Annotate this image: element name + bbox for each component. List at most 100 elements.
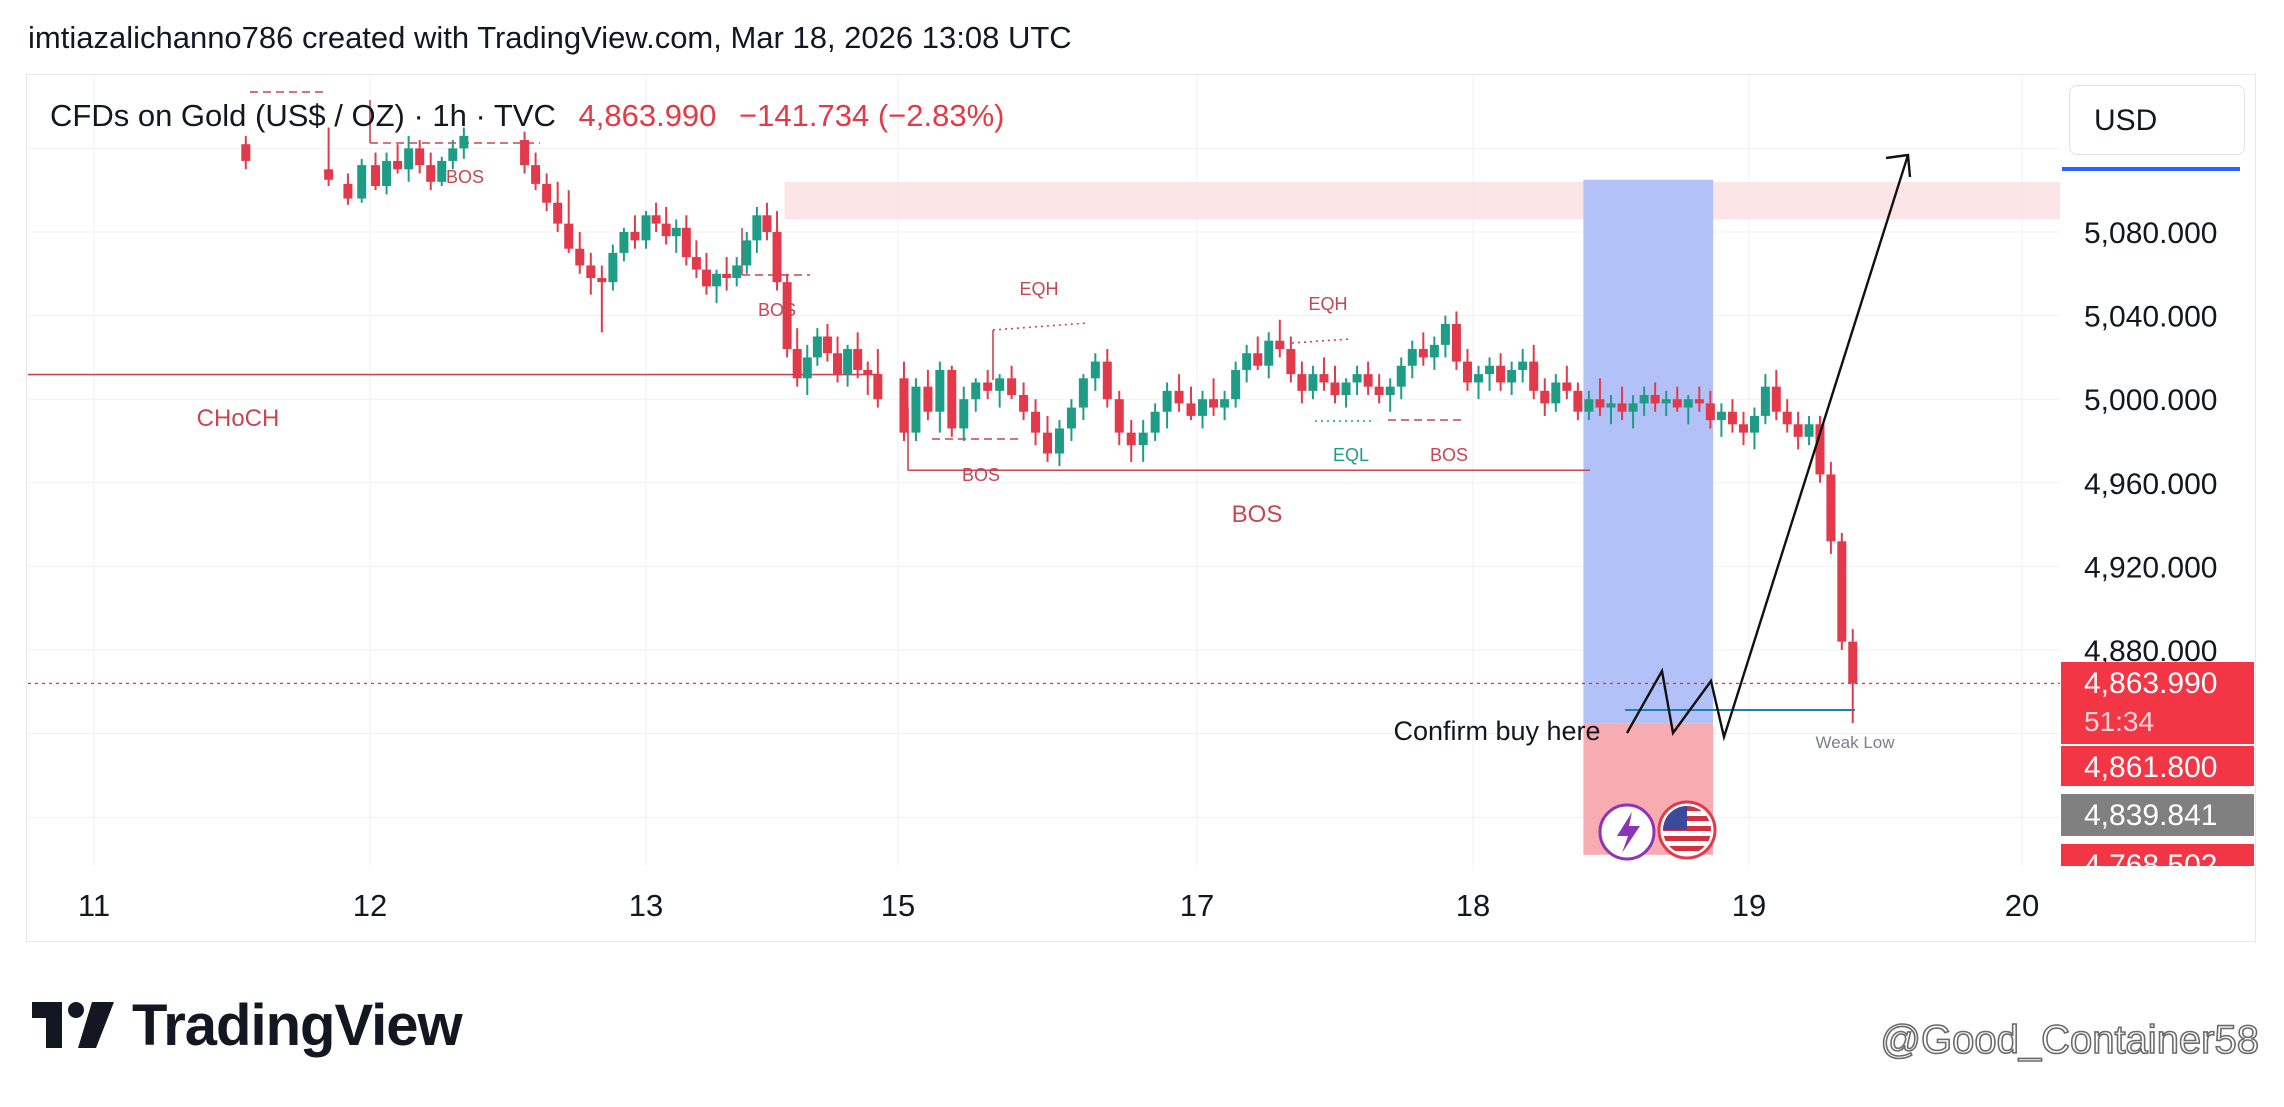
candle-body xyxy=(802,357,812,379)
candle-body xyxy=(1496,365,1506,383)
y-tick-label: 4,920.000 xyxy=(2084,551,2217,584)
currency-selector[interactable]: USD xyxy=(2069,85,2245,155)
candle-body xyxy=(1518,361,1528,370)
candle-body xyxy=(1078,378,1088,408)
x-tick-label: 18 xyxy=(1456,888,1490,923)
candle-body xyxy=(1826,474,1836,542)
candle-body xyxy=(1319,374,1329,383)
lightning-icon[interactable] xyxy=(1598,803,1656,861)
annotation-label: EQL xyxy=(1333,445,1369,465)
us-flag-icon[interactable] xyxy=(1657,800,1717,860)
annotation-label: BOS xyxy=(1430,445,1468,465)
symbol-legend[interactable]: CFDs on Gold (US$ / OZ) · 1h · TVC 4,863… xyxy=(50,98,1004,134)
candle-body xyxy=(1683,399,1693,408)
candle-body xyxy=(1440,323,1450,345)
candle-body xyxy=(1385,386,1395,396)
candle-body xyxy=(691,257,701,270)
candle-body xyxy=(651,215,661,224)
countdown-label: 51:34 xyxy=(2084,706,2154,737)
candle-body xyxy=(995,378,1005,391)
price-badge xyxy=(2061,746,2254,786)
candle-body xyxy=(1198,399,1208,416)
x-tick-label: 13 xyxy=(629,888,663,923)
candle-body xyxy=(911,386,921,433)
candle-body xyxy=(1551,382,1561,404)
x-tick-label: 20 xyxy=(2005,888,2039,923)
candle-body xyxy=(343,183,353,199)
candle-body xyxy=(1396,365,1406,387)
annotation-label: CHoCH xyxy=(197,405,280,432)
candle-body xyxy=(1352,374,1362,383)
candle-body xyxy=(1639,395,1649,404)
candle-body xyxy=(1330,382,1340,396)
candle-body xyxy=(371,165,381,187)
candle-body xyxy=(742,240,752,266)
candle-body xyxy=(712,273,722,287)
candle-body xyxy=(1837,541,1847,642)
x-tick-label: 15 xyxy=(881,888,915,923)
candle-body xyxy=(1186,403,1196,416)
candle-body xyxy=(1363,374,1373,387)
candle-body xyxy=(1066,407,1076,429)
candle-body xyxy=(812,336,822,358)
candle-body xyxy=(1043,432,1052,454)
eqh-mark xyxy=(1291,338,1351,344)
candle-body xyxy=(415,148,425,166)
candle-body xyxy=(681,227,691,258)
candle-body xyxy=(772,232,782,283)
annotation-label: BOS xyxy=(962,465,1000,485)
annotation-label: EQH xyxy=(1019,279,1058,299)
annotation-label: EQH xyxy=(1308,294,1347,314)
candle-body xyxy=(1749,415,1759,433)
candle-body xyxy=(1174,390,1184,404)
x-tick-label: 11 xyxy=(78,888,110,923)
y-axis: 5,080.000 5,040.000 5,000.000 4,960.000 4,92… xyxy=(2084,217,2217,668)
candle-body xyxy=(459,135,469,149)
candle-body xyxy=(1540,390,1550,404)
candle-body xyxy=(1760,386,1770,416)
projection-line xyxy=(1625,154,1910,742)
x-axis: 11 12 13 15 17 18 19 20 xyxy=(78,888,2039,923)
annotation-label: Confirm buy here xyxy=(1393,716,1600,746)
candle-body xyxy=(701,269,711,287)
candle-body xyxy=(1007,378,1017,396)
eqh-mark xyxy=(992,322,1088,331)
candle-body xyxy=(1429,344,1439,358)
candle-body xyxy=(935,369,945,412)
candle-body xyxy=(1286,349,1296,375)
y-tick-label: 5,040.000 xyxy=(2084,301,2217,334)
candle-body xyxy=(542,183,552,203)
candle-body xyxy=(357,165,367,199)
candle-body xyxy=(1019,395,1029,412)
candle-body xyxy=(1694,399,1704,404)
price-badge-label: 4,863.990 xyxy=(2084,667,2217,700)
candle-body xyxy=(792,349,802,379)
candle-body xyxy=(1114,399,1124,433)
price-badge-label: 4,861.800 xyxy=(2084,751,2217,784)
brand-name: TradingView xyxy=(132,992,463,1058)
candle-body xyxy=(1771,386,1781,412)
candle-body xyxy=(1451,323,1461,362)
candle-body xyxy=(959,399,969,429)
candle-body xyxy=(1054,428,1064,454)
candle-body xyxy=(1138,432,1148,446)
candle-body xyxy=(448,148,458,161)
candle-body xyxy=(661,223,671,237)
candle-body xyxy=(1102,361,1112,400)
candle-body xyxy=(1462,361,1472,383)
candle-body xyxy=(1529,361,1539,391)
candle-body xyxy=(843,349,853,375)
candle-body xyxy=(1628,403,1638,412)
candle-body xyxy=(1209,399,1219,408)
candle-body xyxy=(1815,424,1825,475)
candle-body xyxy=(1595,399,1605,408)
tv-logo-icon xyxy=(32,1002,114,1048)
candle-body xyxy=(1727,411,1737,425)
y-tick-label: 5,080.000 xyxy=(2084,217,2217,250)
chart-frame[interactable] xyxy=(26,74,2256,942)
candle-body xyxy=(873,374,883,400)
candle-body xyxy=(575,248,585,266)
candle-body xyxy=(853,349,863,370)
candle-body xyxy=(597,277,607,283)
